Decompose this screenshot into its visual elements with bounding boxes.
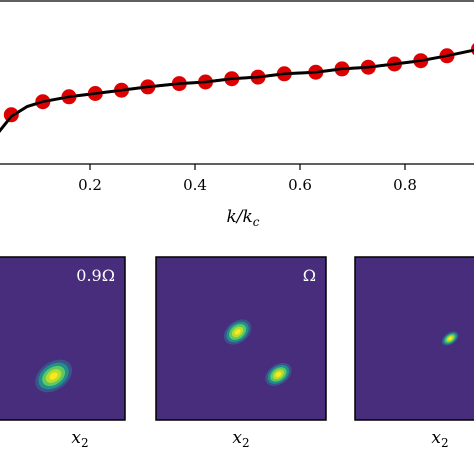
density-blob-0 [223, 319, 252, 345]
density-blob-1 [35, 359, 73, 393]
x-tick-label-3: 0.8 [393, 176, 417, 194]
data-point-1 [3, 107, 19, 123]
contour-level [234, 329, 241, 335]
panel-annotation: Ω [303, 266, 316, 285]
density-blob-1 [265, 362, 292, 386]
panel-x-label: x2 [431, 428, 448, 450]
contour-level [49, 372, 58, 380]
heatmap-panel-3: x2 [354, 256, 474, 450]
data-points [0, 43, 474, 133]
density-blob-0 [441, 331, 459, 346]
x-axis-label: k/kc [226, 207, 259, 229]
x-tick-label-2: 0.6 [288, 176, 312, 194]
x-tick-label-0: 0.2 [78, 176, 102, 194]
contour-level [448, 336, 453, 341]
panel-x-label: x2 [232, 428, 249, 450]
line-chart: 0.2 0.4 0.6 0.8 k/kc [0, 0, 474, 229]
x-tick-label-1: 0.4 [183, 176, 207, 194]
panel-x-label: x2 [71, 428, 88, 450]
model-curve-overlay [0, 48, 474, 133]
contour-level [275, 371, 282, 377]
heatmap-panel-1: 0.9Ω x2 [0, 256, 126, 450]
x-ticks: 0.2 0.4 0.6 0.8 [78, 164, 417, 194]
heatmap-background [0, 256, 126, 421]
panel-annotation: 0.9Ω [76, 266, 115, 285]
heatmap-panel-2: Ωx2 [155, 256, 327, 450]
